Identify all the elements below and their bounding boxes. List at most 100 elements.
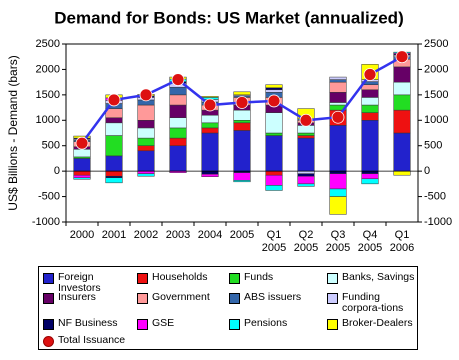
bar-segment [201, 122, 219, 129]
legend-swatch [43, 336, 54, 347]
legend-item: Foreign Investors [43, 272, 135, 294]
legend-label: Insurers [58, 291, 96, 303]
bar-segment [233, 172, 251, 181]
bar-segment [297, 175, 315, 185]
bar-segment [233, 130, 251, 172]
bar-segment [361, 178, 379, 185]
bar-segment [169, 86, 187, 96]
x-tick-label: Q2 2005 [293, 229, 319, 254]
y-tick-label: 2500 [36, 38, 60, 50]
line-marker [363, 68, 377, 81]
bar-segment [233, 122, 251, 131]
bar-segment [297, 173, 315, 177]
bar-segment [265, 132, 283, 136]
line-marker [299, 113, 313, 127]
bar-segment [169, 94, 187, 106]
bar-segment [169, 145, 187, 172]
y-tick-label: 0 [54, 165, 60, 177]
y2-tick-label: 1500 [424, 89, 448, 101]
bar-segment [169, 127, 187, 139]
y-axis-label: US$ Billions - Demand (bars) [6, 55, 20, 210]
line-marker [331, 110, 345, 124]
y2-tick-label: 500 [424, 140, 442, 152]
bar-segment [393, 81, 411, 96]
bar-segment [329, 102, 347, 106]
x-tick-label: 2003 [165, 229, 191, 241]
bar-segment [137, 137, 155, 146]
bar-segment [297, 137, 315, 172]
chart-title: Demand for Bonds: US Market (annualized) [54, 8, 403, 27]
legend-item: NF Business [43, 318, 135, 330]
legend-swatch [43, 293, 54, 304]
x-tick-label: 2002 [133, 229, 159, 241]
legend-item: GSE [137, 318, 229, 330]
bar-segment [329, 196, 347, 215]
legend-item: Funding corpora-tions [327, 292, 415, 314]
bar-segment [297, 183, 315, 187]
line-marker [139, 88, 153, 102]
bar-segment [137, 173, 155, 177]
legend-swatch [229, 293, 240, 304]
bar-segment [329, 92, 347, 103]
y-tick-label: -500 [38, 190, 60, 202]
bar-segment [73, 170, 91, 176]
bar-segment [137, 127, 155, 139]
bar-segment [393, 109, 411, 134]
bar-segment [233, 180, 251, 183]
bar-segment [105, 170, 123, 177]
bar-segment [201, 132, 219, 172]
line-marker [171, 73, 185, 86]
bar-segment [329, 188, 347, 197]
y2-tick-label: 2000 [424, 63, 448, 75]
line-marker [267, 94, 281, 108]
bar-segment [105, 135, 123, 157]
bar-segment [105, 117, 123, 124]
bar-segment [201, 173, 219, 177]
legend-swatch [229, 273, 240, 284]
bar-segment [137, 145, 155, 152]
legend-label: Funds [244, 271, 274, 283]
bar-segment [265, 112, 283, 134]
legend-label: ABS issuers [244, 291, 302, 303]
legend-label: NF Business [58, 317, 118, 329]
bar-segment [329, 173, 347, 190]
legend-item: ABS issuers [229, 292, 321, 304]
legend-item: Total Issuance [43, 335, 135, 347]
bar-segment [201, 114, 219, 124]
bar-segment [265, 174, 283, 186]
bar-segment [297, 132, 315, 136]
line-marker [75, 136, 89, 150]
legend-label: Funding corpora-tions [342, 291, 404, 314]
bar-segment [265, 87, 283, 91]
y2-tick-label: 0 [424, 165, 430, 177]
bar-segment [169, 104, 187, 118]
legend-swatch [43, 273, 54, 284]
bar-segment [361, 84, 379, 91]
x-tick-label: Q4 2005 [357, 229, 383, 254]
legend-label: GSE [152, 317, 175, 329]
x-tick-label: 2005 [229, 229, 255, 241]
bar-segment [201, 170, 219, 175]
x-tick-label: Q3 2005 [325, 229, 351, 254]
bar-segment [73, 174, 91, 179]
legend-swatch [327, 273, 338, 284]
bar-segment [361, 173, 379, 180]
bar-segment [73, 149, 91, 158]
legend-swatch [43, 319, 54, 330]
legend-swatch [137, 319, 148, 330]
y2-tick-label: -1000 [424, 216, 452, 228]
y-tick-label: 1000 [36, 114, 60, 126]
bar-segment [329, 125, 347, 172]
x-tick-label: Q1 2005 [261, 229, 287, 254]
bar-segment [329, 81, 347, 93]
bar-segment [361, 97, 379, 106]
bar-segment [393, 170, 411, 176]
y-tick-label: 500 [42, 140, 60, 152]
legend-label: Foreign Investors [58, 271, 101, 294]
legend-label: Government [152, 291, 210, 303]
y-tick-label: 2000 [36, 63, 60, 75]
bar-segment [265, 84, 283, 88]
legend-item: Banks, Savings [327, 272, 415, 284]
